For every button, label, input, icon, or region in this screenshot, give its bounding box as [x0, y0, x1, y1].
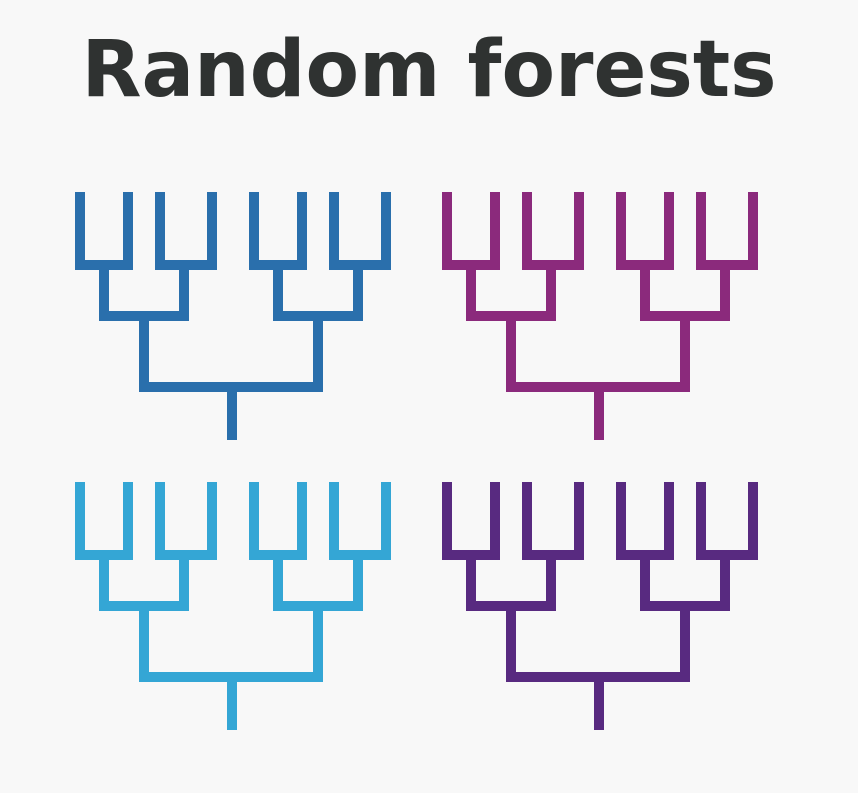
tree-2 — [442, 192, 758, 440]
tree-4 — [442, 482, 758, 730]
tree-3 — [75, 482, 391, 730]
diagram-title: Random forests — [81, 25, 777, 115]
tree-1 — [75, 192, 391, 440]
